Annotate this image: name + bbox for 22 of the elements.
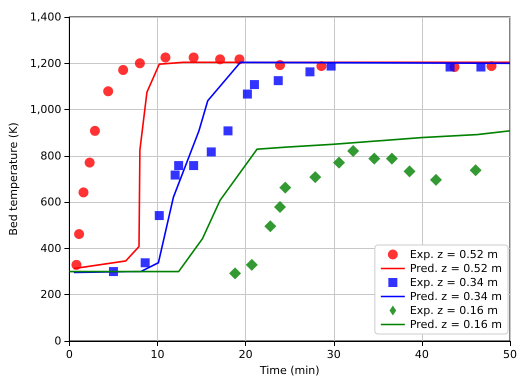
y-tick-label: 400 bbox=[40, 242, 62, 255]
x-tick-label: 10 bbox=[150, 348, 165, 361]
legend-label: Pred. z = 0.16 m bbox=[410, 318, 502, 331]
legend-label: Pred. z = 0.34 m bbox=[410, 290, 502, 303]
y-tick-label: 200 bbox=[40, 288, 62, 302]
legend-label: Pred. z = 0.52 m bbox=[410, 262, 502, 275]
x-tick-label: 0 bbox=[66, 348, 73, 361]
legend-label: Exp. z = 0.16 m bbox=[410, 304, 498, 317]
x-tick-label: 40 bbox=[414, 348, 429, 361]
y-tick-label: 600 bbox=[40, 196, 62, 209]
y-axis-title: Bed temperature (K) bbox=[7, 122, 20, 236]
legend-label: Exp. z = 0.52 m bbox=[410, 248, 498, 261]
x-tick-label: 30 bbox=[326, 348, 341, 361]
y-tick-label: 800 bbox=[40, 149, 62, 162]
x-axis-title: Time (min) bbox=[258, 364, 320, 377]
y-tick-label: 1,000 bbox=[30, 103, 62, 116]
legend-label: Exp. z = 0.34 m bbox=[410, 276, 498, 289]
x-tick-label: 50 bbox=[503, 348, 517, 361]
y-tick-label: 0 bbox=[54, 334, 62, 348]
y-tick-label: 1,400 bbox=[30, 10, 62, 24]
x-tick-label: 20 bbox=[238, 348, 253, 361]
y-tick-label: 1,200 bbox=[30, 56, 62, 70]
